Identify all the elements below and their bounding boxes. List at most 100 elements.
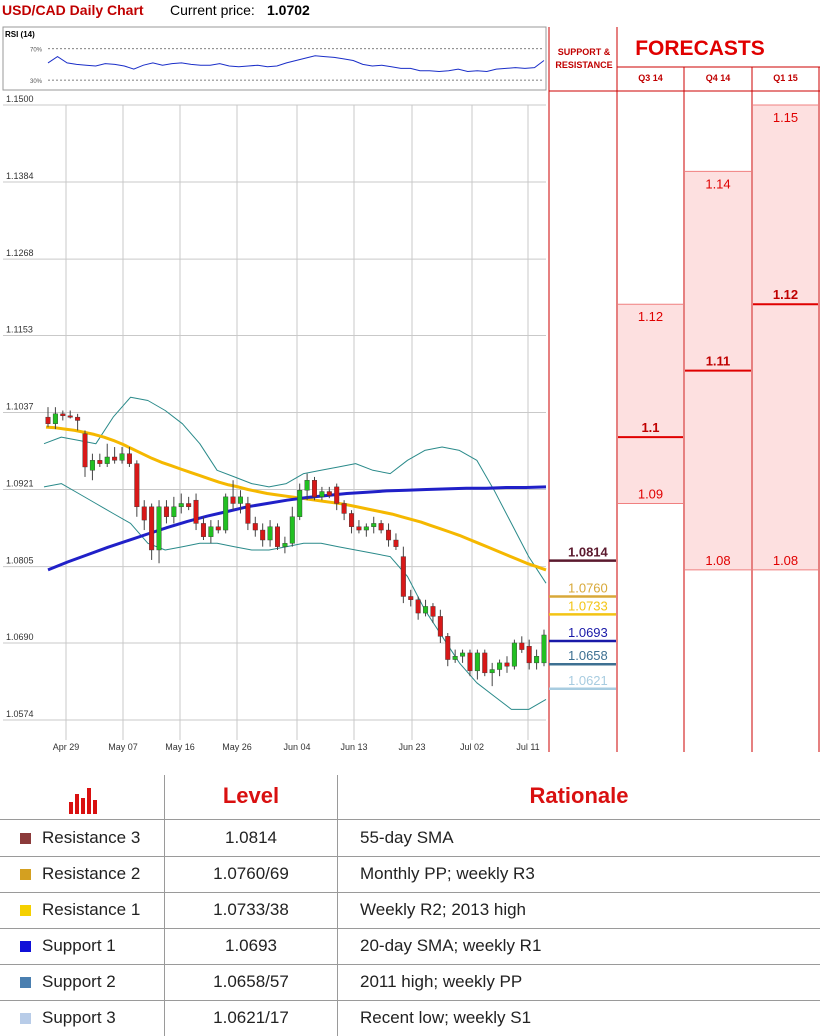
candle bbox=[489, 662, 495, 687]
x-tick-label: Jun 23 bbox=[398, 742, 425, 752]
candle bbox=[193, 493, 199, 531]
candle-body bbox=[126, 453, 132, 464]
candle-body bbox=[260, 529, 266, 541]
table-header-rationale: Rationale bbox=[529, 783, 629, 808]
candle bbox=[267, 520, 273, 547]
candle-body bbox=[237, 496, 243, 504]
candle bbox=[363, 523, 369, 537]
candle bbox=[541, 629, 547, 667]
candle bbox=[474, 649, 480, 680]
plot-area bbox=[3, 105, 546, 752]
candle-body bbox=[178, 503, 184, 508]
candle-body bbox=[519, 642, 525, 650]
candle-body bbox=[52, 413, 58, 424]
current-price-value: 1.0702 bbox=[267, 2, 310, 18]
fc-top-label: 1.15 bbox=[773, 110, 798, 125]
candle bbox=[163, 500, 169, 524]
level-name: Resistance 3 bbox=[42, 828, 141, 847]
candle-body bbox=[304, 480, 310, 491]
candle bbox=[534, 649, 540, 670]
candle bbox=[304, 473, 310, 501]
candle-body bbox=[356, 526, 362, 531]
candle-body bbox=[89, 460, 95, 471]
support-resistance-column: SUPPORT & RESISTANCE 1.0814 1.0760 1.0733 1.0… bbox=[548, 27, 820, 752]
x-tick-label: Jun 04 bbox=[283, 742, 310, 752]
level-rationale: Recent low; weekly S1 bbox=[360, 1008, 532, 1027]
level-name: Support 3 bbox=[42, 1008, 116, 1027]
x-tick-label: Jul 02 bbox=[460, 742, 484, 752]
candle-body bbox=[119, 453, 125, 461]
fc-mid-label: 1.12 bbox=[773, 287, 798, 302]
candle bbox=[482, 649, 488, 677]
candle-body bbox=[82, 433, 88, 468]
rsi-level-label: 30% bbox=[30, 79, 43, 85]
candle-body bbox=[223, 496, 229, 531]
level-name: Support 1 bbox=[42, 936, 116, 955]
level-rationale: 20-day SMA; weekly R1 bbox=[360, 936, 542, 955]
candle bbox=[504, 656, 510, 673]
x-tick-label: May 07 bbox=[108, 742, 138, 752]
candle-body bbox=[97, 460, 103, 464]
level-rationale: 55-day SMA bbox=[360, 828, 454, 847]
candle-body bbox=[215, 526, 221, 531]
candle bbox=[119, 447, 125, 464]
fc-top-label: 1.12 bbox=[638, 309, 663, 324]
sr-level-label: 1.0658 bbox=[568, 648, 608, 663]
fc-mid-label: 1.1 bbox=[641, 420, 659, 435]
candle bbox=[60, 410, 66, 421]
candle bbox=[252, 516, 258, 537]
table-header-level: Level bbox=[222, 783, 280, 808]
candle-body bbox=[497, 662, 503, 670]
candle-body bbox=[415, 599, 421, 614]
y-tick-label: 1.1500 bbox=[6, 94, 34, 104]
candle-body bbox=[326, 491, 332, 496]
candle bbox=[237, 490, 243, 514]
level-name: Support 2 bbox=[42, 972, 116, 991]
candle-body bbox=[134, 463, 140, 508]
candle-body bbox=[245, 503, 251, 524]
candle bbox=[171, 496, 177, 524]
y-tick-label: 1.0921 bbox=[6, 479, 34, 489]
candle bbox=[126, 447, 132, 467]
candle bbox=[452, 649, 458, 663]
candle bbox=[334, 483, 340, 511]
x-tick-label: May 26 bbox=[222, 742, 252, 752]
rsi-level-label: 70% bbox=[30, 48, 43, 54]
candle bbox=[289, 506, 295, 547]
candle bbox=[326, 486, 332, 499]
candle-body bbox=[452, 656, 458, 660]
table-row: Resistance 2 1.0760/69 Monthly PP; weekl… bbox=[0, 856, 820, 893]
candle-body bbox=[282, 543, 288, 547]
candle bbox=[371, 516, 377, 534]
rsi-frame bbox=[2, 26, 547, 91]
candle-body bbox=[526, 646, 532, 664]
candle bbox=[230, 480, 236, 511]
sr-level-label: 1.0760 bbox=[568, 580, 608, 595]
candle bbox=[356, 520, 362, 534]
candle-body bbox=[504, 662, 510, 667]
candle-body bbox=[386, 529, 392, 541]
candle-body bbox=[534, 656, 540, 664]
y-tick-label: 1.1037 bbox=[6, 402, 34, 412]
candle-body bbox=[289, 516, 295, 544]
candle-body bbox=[423, 606, 429, 614]
y-tick-label: 1.0574 bbox=[6, 709, 34, 719]
candle-body bbox=[393, 539, 399, 547]
bollinger-upper bbox=[43, 396, 547, 584]
candle-body bbox=[230, 496, 236, 504]
candle bbox=[149, 503, 155, 560]
candle-body bbox=[149, 506, 155, 551]
level-value: 1.0621/17 bbox=[213, 1008, 289, 1027]
rsi-panel: RSI (14) 70% 30% bbox=[2, 26, 547, 91]
candle bbox=[260, 523, 266, 547]
candle bbox=[215, 520, 221, 534]
candle bbox=[349, 510, 355, 534]
table-row: Resistance 3 1.0814 55-day SMA bbox=[0, 820, 820, 857]
candle-body bbox=[474, 652, 480, 672]
x-tick-label: Jul 11 bbox=[516, 742, 539, 752]
candle bbox=[141, 500, 147, 531]
candle-body bbox=[45, 416, 51, 424]
legend-swatch bbox=[20, 1013, 31, 1024]
candle-body bbox=[208, 526, 214, 537]
candle bbox=[156, 500, 162, 564]
